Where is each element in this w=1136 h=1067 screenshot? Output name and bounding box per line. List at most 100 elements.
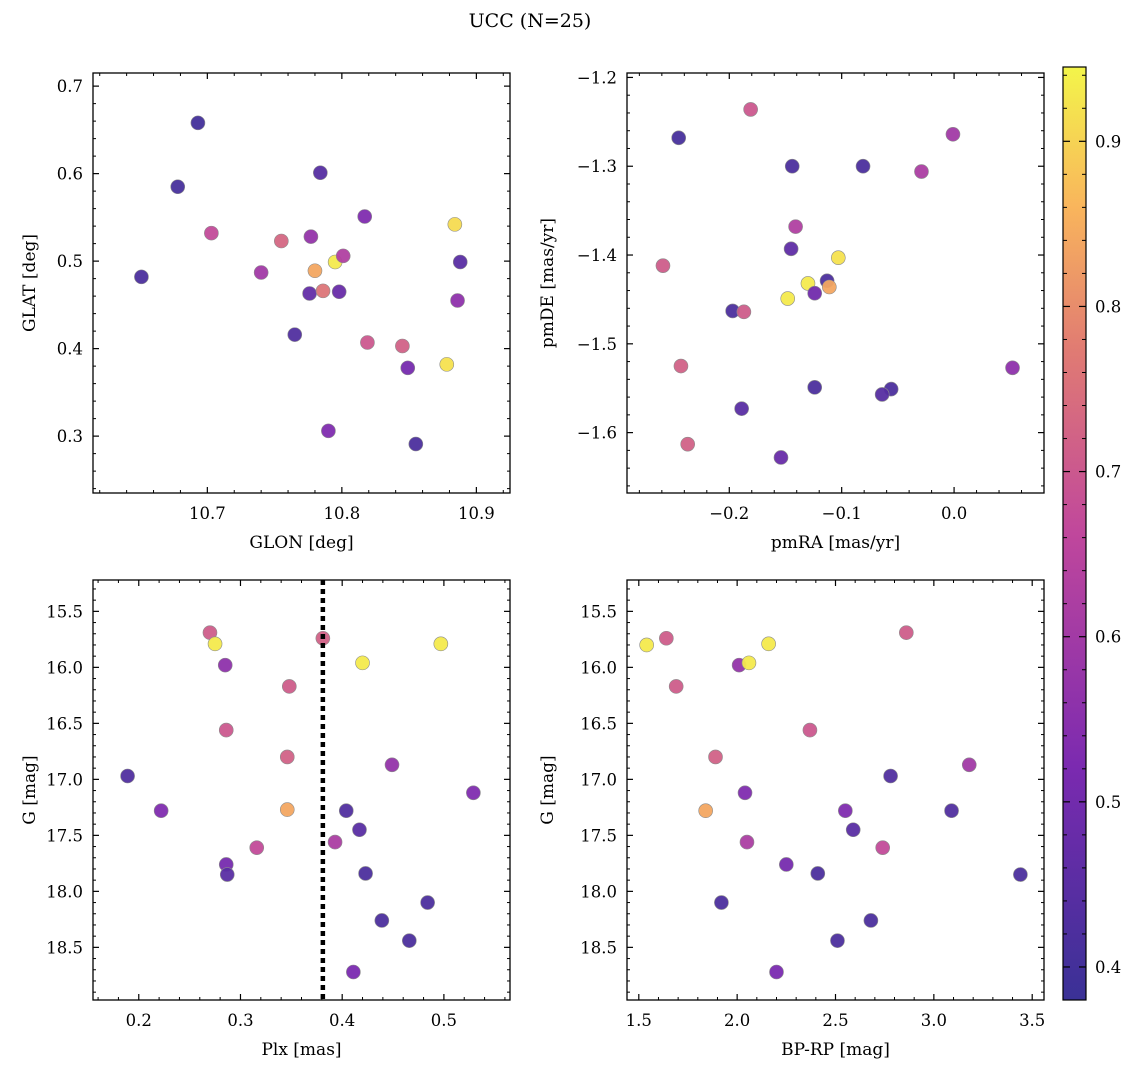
- y-tick-label: 0.4: [57, 340, 83, 359]
- data-point: [875, 840, 891, 855]
- data-point: [287, 327, 303, 342]
- x-axis-label: Plx [mas]: [261, 1040, 341, 1060]
- data-point: [883, 768, 898, 784]
- y-tick-label: 16.0: [580, 658, 617, 677]
- data-point: [153, 803, 169, 819]
- data-point: [170, 179, 186, 195]
- data-point: [783, 241, 799, 257]
- data-point: [855, 158, 871, 174]
- colorbar-tick-label: 0.4: [1095, 958, 1121, 977]
- data-point: [274, 233, 289, 249]
- data-point: [447, 217, 463, 232]
- data-point: [355, 655, 370, 671]
- data-point: [433, 636, 449, 652]
- data-point: [914, 164, 929, 179]
- data-point: [338, 803, 354, 819]
- scatter-panel-1: 10.7 10.8 10.9 0.3 0.4 0.5 0.6 0.7 GLON [deg] GLA…: [20, 72, 511, 553]
- data-point: [327, 834, 343, 850]
- data-point: [360, 335, 375, 350]
- data-point: [395, 338, 410, 354]
- y-tick-label: 0.3: [57, 427, 83, 446]
- y-tick-label: 18.5: [580, 938, 617, 957]
- data-point: [279, 749, 295, 765]
- x-tick-label: 3.5: [1019, 1011, 1045, 1030]
- data-point: [303, 229, 319, 244]
- data-point: [708, 749, 723, 765]
- data-point: [1013, 867, 1028, 882]
- data-point: [741, 655, 757, 671]
- data-point: [1005, 360, 1020, 376]
- data-point: [120, 768, 135, 784]
- y-tick-label: 0.7: [57, 77, 83, 96]
- plot-frame: [92, 579, 511, 1001]
- scatter-panel-4: 1.5 2.0 2.5 3.0 3.5 15.5 16.0 16.5 17.0 17.5 18.0 1…: [538, 579, 1045, 1060]
- colorbar-tick-label: 0.6: [1095, 628, 1121, 647]
- y-tick-label: 15.5: [46, 602, 83, 621]
- x-axis-label: GLON [deg]: [249, 533, 353, 553]
- x-tick-label: 0.0: [941, 504, 967, 523]
- data-point: [788, 219, 803, 234]
- colorbar-tick-label: 0.9: [1095, 132, 1121, 151]
- data-point: [204, 225, 219, 241]
- data-point: [769, 964, 784, 980]
- data-point: [831, 250, 846, 265]
- y-tick-label: −1.2: [577, 68, 617, 87]
- y-axis-label: pmDE [mas/yr]: [538, 218, 558, 348]
- data-point: [714, 895, 729, 910]
- data-point: [335, 248, 351, 264]
- y-tick-label: 17.0: [46, 770, 83, 789]
- data-point: [452, 254, 468, 270]
- data-point: [219, 867, 235, 882]
- data-point: [190, 115, 206, 131]
- plot-frame: [626, 72, 1045, 494]
- data-point: [655, 258, 671, 273]
- x-tick-label: 2.0: [724, 1011, 750, 1030]
- data-point: [384, 757, 400, 773]
- scatter-panel-3: 0.2 0.3 0.4 0.5 15.5 16.0 16.5 17.0 17.5 18.0 18.5…: [20, 579, 511, 1060]
- data-point: [845, 822, 861, 838]
- figure-title: UCC (N=25): [469, 10, 592, 32]
- data-point: [810, 866, 826, 881]
- data-point: [780, 291, 796, 306]
- y-tick-label: 18.0: [580, 882, 617, 901]
- y-tick-label: 16.5: [46, 714, 83, 733]
- data-point: [944, 803, 959, 819]
- data-point: [439, 357, 455, 372]
- data-point: [784, 158, 800, 174]
- data-point: [734, 401, 749, 416]
- data-point: [822, 279, 837, 295]
- x-tick-label: 10.7: [189, 504, 226, 523]
- colorbar-tick-label: 0.8: [1095, 297, 1121, 316]
- data-point: [249, 840, 265, 855]
- x-axis-label: BP-RP [mag]: [781, 1040, 890, 1060]
- data-point: [466, 785, 481, 801]
- x-tick-label: 10.8: [323, 504, 360, 523]
- data-point: [402, 933, 417, 948]
- data-point: [899, 625, 914, 640]
- data-point: [313, 165, 328, 181]
- colorbar-tick-label: 0.5: [1095, 793, 1121, 812]
- data-point: [134, 269, 149, 285]
- colorbar-tick-label: 0.7: [1095, 463, 1121, 482]
- data-point: [673, 358, 689, 374]
- y-tick-label: −1.5: [577, 335, 617, 354]
- data-point: [874, 387, 890, 402]
- data-point: [321, 423, 336, 439]
- plot-frame: [92, 72, 511, 494]
- x-tick-label: 0.3: [227, 1011, 253, 1030]
- data-point: [207, 636, 223, 652]
- data-point: [331, 284, 347, 300]
- x-tick-label: 1.5: [626, 1011, 652, 1030]
- data-point: [639, 637, 654, 653]
- data-point: [659, 630, 674, 646]
- data-point: [253, 265, 269, 280]
- data-point: [739, 834, 755, 850]
- scatter-panel-2: −0.2 −0.1 0.0 −1.6 −1.5 −1.4 −1.3 −1.2 pmRA [mas…: [538, 68, 1045, 553]
- data-point: [807, 380, 823, 395]
- data-point: [736, 304, 752, 320]
- data-point: [802, 722, 818, 738]
- data-point: [838, 803, 853, 819]
- data-point: [346, 964, 361, 980]
- data-point: [302, 286, 317, 301]
- data-point: [315, 283, 331, 299]
